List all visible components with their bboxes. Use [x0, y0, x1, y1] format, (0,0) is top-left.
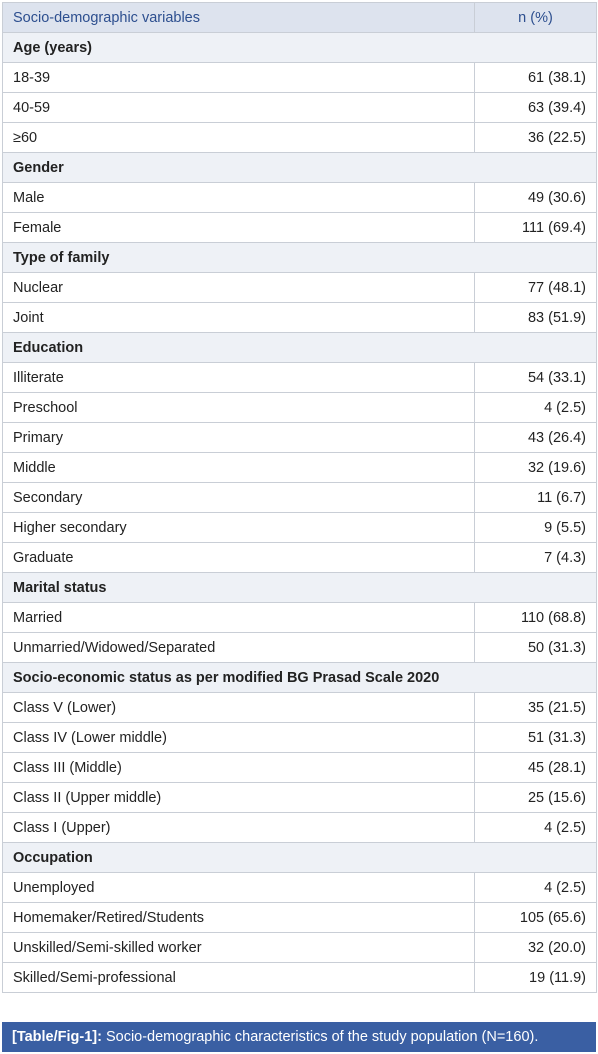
table-row: Graduate 7 (4.3) — [2, 542, 597, 573]
row-label: Female — [2, 212, 475, 243]
category-title: Age (years) — [2, 32, 597, 63]
row-value: 7 (4.3) — [474, 542, 597, 573]
row-value: 45 (28.1) — [474, 752, 597, 783]
category-row: Age (years) — [2, 32, 597, 63]
row-value: 49 (30.6) — [474, 182, 597, 213]
table-row: Married 110 (68.8) — [2, 602, 597, 633]
category-row: Occupation — [2, 842, 597, 873]
row-value: 35 (21.5) — [474, 692, 597, 723]
row-label: Illiterate — [2, 362, 475, 393]
table-row: Female 111 (69.4) — [2, 212, 597, 243]
row-label: Skilled/Semi-professional — [2, 962, 475, 993]
table-row: Illiterate 54 (33.1) — [2, 362, 597, 393]
category-title: Occupation — [2, 842, 597, 873]
row-value: 63 (39.4) — [474, 92, 597, 123]
row-value: 77 (48.1) — [474, 272, 597, 303]
row-label: Middle — [2, 452, 475, 483]
row-value: 9 (5.5) — [474, 512, 597, 543]
table-row: Class II (Upper middle) 25 (15.6) — [2, 782, 597, 813]
row-value: 4 (2.5) — [474, 392, 597, 423]
category-title: Gender — [2, 152, 597, 183]
row-label: Married — [2, 602, 475, 633]
table-row: Preschool 4 (2.5) — [2, 392, 597, 423]
table-row: Middle 32 (19.6) — [2, 452, 597, 483]
row-label: Unmarried/Widowed/Separated — [2, 632, 475, 663]
row-label: Unemployed — [2, 872, 475, 903]
row-label: Class I (Upper) — [2, 812, 475, 843]
table-row: Homemaker/Retired/Students 105 (65.6) — [2, 902, 597, 933]
category-title: Marital status — [2, 572, 597, 603]
socio-demographic-table: Socio-demographic variables n (%) Age (y… — [2, 2, 597, 993]
row-value: 61 (38.1) — [474, 62, 597, 93]
category-row: Type of family — [2, 242, 597, 273]
header-value: n (%) — [474, 2, 597, 33]
row-label: Class IV (Lower middle) — [2, 722, 475, 753]
row-label: 18-39 — [2, 62, 475, 93]
row-value: 4 (2.5) — [474, 872, 597, 903]
table-row: Male 49 (30.6) — [2, 182, 597, 213]
table-row: Primary 43 (26.4) — [2, 422, 597, 453]
caption-text: Socio-demographic characteristics of the… — [105, 1029, 539, 1045]
row-label: 40-59 — [2, 92, 475, 123]
row-value: 43 (26.4) — [474, 422, 597, 453]
row-value: 110 (68.8) — [474, 602, 597, 633]
header-variable: Socio-demographic variables — [2, 2, 475, 33]
row-label: Class II (Upper middle) — [2, 782, 475, 813]
table-row: Nuclear 77 (48.1) — [2, 272, 597, 303]
row-value: 36 (22.5) — [474, 122, 597, 153]
row-label: Preschool — [2, 392, 475, 423]
row-value: 51 (31.3) — [474, 722, 597, 753]
row-value: 25 (15.6) — [474, 782, 597, 813]
table-row: Secondary 11 (6.7) — [2, 482, 597, 513]
table-row: Unemployed 4 (2.5) — [2, 872, 597, 903]
row-value: 19 (11.9) — [474, 962, 597, 993]
table-row: Skilled/Semi-professional 19 (11.9) — [2, 962, 597, 993]
category-row: Education — [2, 332, 597, 363]
table-row: 18-39 61 (38.1) — [2, 62, 597, 93]
row-label: Secondary — [2, 482, 475, 513]
table-row: Unmarried/Widowed/Separated 50 (31.3) — [2, 632, 597, 663]
row-label: Joint — [2, 302, 475, 333]
row-value: 111 (69.4) — [474, 212, 597, 243]
row-label: Primary — [2, 422, 475, 453]
row-value: 105 (65.6) — [474, 902, 597, 933]
category-title: Socio-economic status as per modified BG… — [2, 662, 597, 693]
table-caption: [Table/Fig-1]: Socio-demographic charact… — [2, 1022, 596, 1052]
category-row: Socio-economic status as per modified BG… — [2, 662, 597, 693]
category-title: Education — [2, 332, 597, 363]
row-value: 50 (31.3) — [474, 632, 597, 663]
table-row: Class III (Middle) 45 (28.1) — [2, 752, 597, 783]
category-row: Marital status — [2, 572, 597, 603]
caption-label: [Table/Fig-1]: — [12, 1029, 102, 1045]
row-value: 32 (19.6) — [474, 452, 597, 483]
table-row: Class IV (Lower middle) 51 (31.3) — [2, 722, 597, 753]
row-label: Higher secondary — [2, 512, 475, 543]
row-label: Male — [2, 182, 475, 213]
row-value: 4 (2.5) — [474, 812, 597, 843]
table-row: ≥60 36 (22.5) — [2, 122, 597, 153]
category-title: Type of family — [2, 242, 597, 273]
row-value: 11 (6.7) — [474, 482, 597, 513]
row-value: 83 (51.9) — [474, 302, 597, 333]
row-label: Graduate — [2, 542, 475, 573]
table-row: Joint 83 (51.9) — [2, 302, 597, 333]
row-value: 54 (33.1) — [474, 362, 597, 393]
table-row: Class I (Upper) 4 (2.5) — [2, 812, 597, 843]
row-label: Unskilled/Semi-skilled worker — [2, 932, 475, 963]
row-value: 32 (20.0) — [474, 932, 597, 963]
row-label: ≥60 — [2, 122, 475, 153]
table-row: Class V (Lower) 35 (21.5) — [2, 692, 597, 723]
category-row: Gender — [2, 152, 597, 183]
table-row: Unskilled/Semi-skilled worker 32 (20.0) — [2, 932, 597, 963]
row-label: Homemaker/Retired/Students — [2, 902, 475, 933]
row-label: Class III (Middle) — [2, 752, 475, 783]
table-body: Age (years) 18-39 61 (38.1) 40-59 63 (39.4) ≥… — [2, 32, 597, 993]
row-label: Class V (Lower) — [2, 692, 475, 723]
table-row: 40-59 63 (39.4) — [2, 92, 597, 123]
table-row: Higher secondary 9 (5.5) — [2, 512, 597, 543]
table-header-row: Socio-demographic variables n (%) — [2, 2, 597, 33]
row-label: Nuclear — [2, 272, 475, 303]
